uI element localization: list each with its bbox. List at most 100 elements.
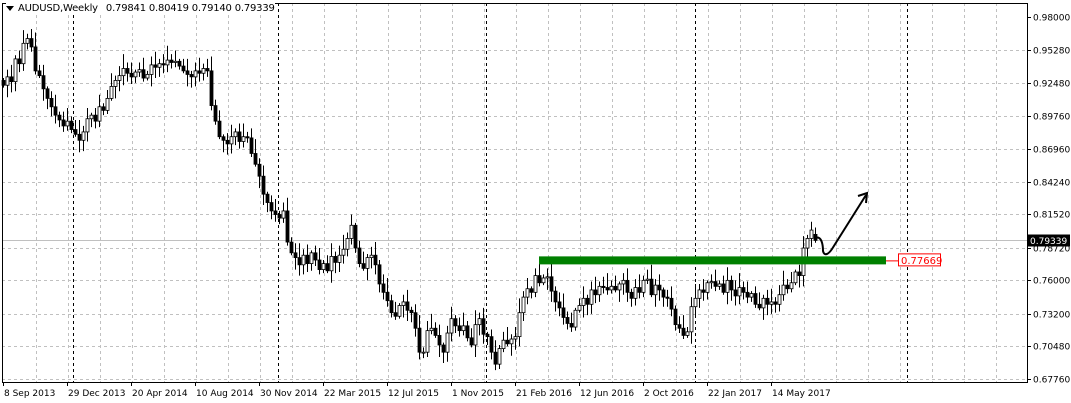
bullish-candle [421,351,426,354]
chart-header: AUDUSD,Weekly 0.79841 0.80419 0.79140 0.… [6,3,275,14]
bullish-candle [517,312,522,338]
dropdown-triangle-icon[interactable] [6,6,14,11]
bullish-candle [113,80,118,87]
bearish-candle [481,318,486,335]
bearish-candle [253,153,258,165]
bearish-candle [37,70,42,77]
y-tick-label: 0.81520 [1033,211,1070,221]
bullish-candle [705,282,710,293]
bullish-candle [81,131,86,141]
bearish-candle [93,114,98,122]
bullish-candle [805,238,810,249]
bearish-candle [405,301,410,311]
bullish-candle [165,59,170,66]
support-label: 0.77669 [901,256,942,267]
bullish-candle [725,279,730,293]
bullish-candle [477,318,482,326]
bearish-candle [353,224,358,249]
bearish-candle [701,289,706,293]
bullish-candle [461,325,466,332]
bullish-candle [85,118,90,133]
bearish-candle [189,74,194,78]
x-tick-label: 22 Mar 2015 [324,389,381,399]
bearish-candle [733,289,738,297]
bullish-candle [149,64,154,75]
bearish-candle [773,301,778,305]
bearish-candle [57,114,62,121]
bearish-candle [269,202,274,212]
bearish-candle [433,327,438,336]
bearish-candle [205,68,210,72]
bearish-candle [285,210,290,243]
bullish-candle [233,131,238,138]
bearish-candle [453,318,458,327]
bearish-candle [549,276,554,292]
bearish-candle [681,327,686,336]
current-price-label: 0.79339 [1030,237,1067,247]
y-tick-label: 0.84240 [1033,179,1070,189]
bullish-candle [109,86,114,99]
bullish-candle [589,289,594,305]
bullish-candle [301,254,306,266]
bullish-candle [581,297,586,306]
bearish-candle [73,129,78,135]
bearish-candle [637,287,642,293]
bearish-candle [557,301,562,309]
trend-arrow [814,194,867,256]
bearish-candle [129,72,134,78]
bearish-candle [417,327,422,353]
bearish-candle [333,256,338,263]
bearish-candle [181,65,186,72]
y-tick-label: 0.86960 [1033,146,1070,156]
bullish-candle [609,285,614,291]
bullish-candle [173,60,178,63]
bearish-candle [297,257,302,266]
bullish-candle [13,58,18,83]
bearish-candle [561,307,566,318]
bullish-candle [781,284,786,296]
y-tick-label: 0.98000 [1033,14,1070,24]
bullish-candle [653,284,658,296]
bearish-candle [245,136,250,139]
bearish-candle [677,324,682,329]
bullish-candle [97,106,102,122]
x-tick-label: 29 Dec 2013 [68,389,126,399]
bullish-candle [641,279,646,293]
bearish-candle [61,119,66,127]
bearish-candle [33,46,38,72]
bullish-candle [369,254,374,259]
bearish-candle [273,210,278,215]
bullish-candle [281,210,286,219]
y-tick-label: 0.70480 [1033,343,1070,353]
chart-frame [2,3,1028,383]
bearish-candle [277,214,282,219]
bullish-candle [425,330,430,353]
ohlc-readout: 0.79841 0.80419 0.79140 0.79339 [105,3,275,14]
bearish-candle [225,139,230,145]
bearish-candle [221,136,226,141]
bearish-candle [469,337,474,346]
x-tick-label: 12 Jun 2016 [580,389,634,399]
bearish-candle [489,336,494,353]
bullish-candle [777,294,782,305]
bearish-candle [629,291,634,299]
bullish-candle [689,306,694,333]
bullish-candle [573,309,578,328]
bearish-candle [721,283,726,293]
bearish-candle [409,309,414,314]
bullish-candle [541,277,546,284]
bullish-candle [133,71,138,78]
bullish-candle [525,288,530,298]
bullish-candle [789,282,794,290]
bearish-candle [757,303,762,309]
bearish-candle [9,76,14,83]
bearish-candle [569,323,574,328]
x-tick-label: 21 Feb 2016 [516,389,572,399]
bearish-candle [553,290,558,303]
bullish-candle [793,271,798,284]
bearish-candle [753,293,758,305]
bearish-candle [625,279,630,293]
x-tick-label: 30 Nov 2014 [260,389,318,399]
bullish-candle [645,278,650,281]
